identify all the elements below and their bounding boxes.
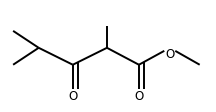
Text: O: O	[134, 90, 144, 103]
Text: O: O	[165, 48, 175, 61]
Text: O: O	[68, 90, 78, 103]
